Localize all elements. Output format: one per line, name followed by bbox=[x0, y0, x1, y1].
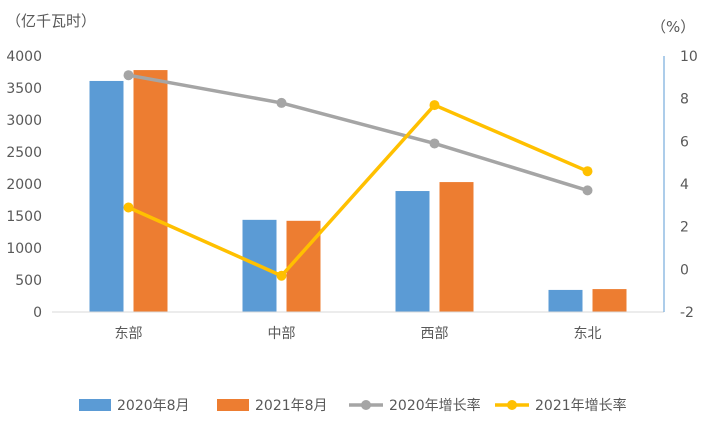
bar-2021-aug bbox=[133, 70, 168, 312]
line-2021-growth bbox=[127, 103, 589, 278]
point-2021-growth bbox=[276, 270, 287, 281]
right-tick-label: 10 bbox=[680, 49, 698, 65]
right-tick-label: 2 bbox=[680, 220, 689, 236]
legend-marker bbox=[361, 400, 371, 410]
right-tick-label: 8 bbox=[680, 92, 689, 108]
left-tick-label: 2000 bbox=[6, 177, 42, 193]
left-tick-label: 0 bbox=[33, 305, 42, 321]
legend-label: 2021年增长率 bbox=[535, 397, 627, 414]
bar-2020-aug bbox=[89, 80, 124, 313]
left-tick-label: 4000 bbox=[6, 49, 42, 65]
point-2021-growth bbox=[582, 166, 593, 177]
bar-2021-aug bbox=[592, 289, 627, 312]
right-axis-unit: （%） bbox=[651, 18, 695, 36]
right-axis: -2 0 2 4 6 8 10 bbox=[680, 49, 698, 321]
point-2021-growth bbox=[429, 100, 440, 111]
left-tick-label: 2500 bbox=[6, 145, 42, 161]
legend-marker bbox=[507, 400, 517, 410]
legend-label: 2020年增长率 bbox=[389, 397, 481, 414]
right-tick-label: 4 bbox=[680, 177, 689, 193]
x-axis: 东部 中部 西部 东北 bbox=[115, 326, 602, 342]
left-tick-label: 1500 bbox=[6, 209, 42, 225]
legend-label: 2020年8月 bbox=[117, 398, 190, 414]
legend-swatch bbox=[79, 399, 111, 411]
point-2020-growth bbox=[429, 138, 440, 149]
bar-2020-aug bbox=[548, 289, 583, 312]
category-label: 东北 bbox=[574, 326, 602, 342]
left-tick-label: 1000 bbox=[6, 241, 42, 257]
bar-series bbox=[89, 70, 627, 313]
right-tick-label: -2 bbox=[680, 305, 694, 321]
line-series bbox=[123, 70, 593, 281]
left-axis: 0 500 1000 1500 2000 2500 3000 3500 4000 bbox=[6, 49, 42, 321]
left-axis-unit: （亿千瓦时） bbox=[6, 12, 96, 30]
category-label: 西部 bbox=[421, 326, 449, 342]
legend: 2020年8月 2021年8月 2020年增长率 2021年增长率 bbox=[79, 397, 627, 414]
right-tick-label: 0 bbox=[680, 262, 689, 278]
line-2020-growth bbox=[128, 73, 589, 193]
left-tick-label: 3000 bbox=[6, 113, 42, 129]
point-2020-growth bbox=[123, 70, 134, 81]
bar-2021-aug bbox=[439, 182, 474, 312]
left-tick-label: 500 bbox=[15, 273, 42, 289]
category-label: 中部 bbox=[268, 326, 296, 342]
category-label: 东部 bbox=[115, 326, 143, 342]
legend-swatch bbox=[217, 399, 249, 411]
point-2020-growth bbox=[582, 185, 593, 196]
legend-label: 2021年8月 bbox=[255, 398, 328, 414]
point-2021-growth bbox=[123, 202, 134, 213]
right-tick-label: 6 bbox=[680, 134, 689, 150]
bar-2020-aug bbox=[395, 191, 430, 312]
point-2020-growth bbox=[276, 97, 287, 108]
left-tick-label: 3500 bbox=[6, 81, 42, 97]
